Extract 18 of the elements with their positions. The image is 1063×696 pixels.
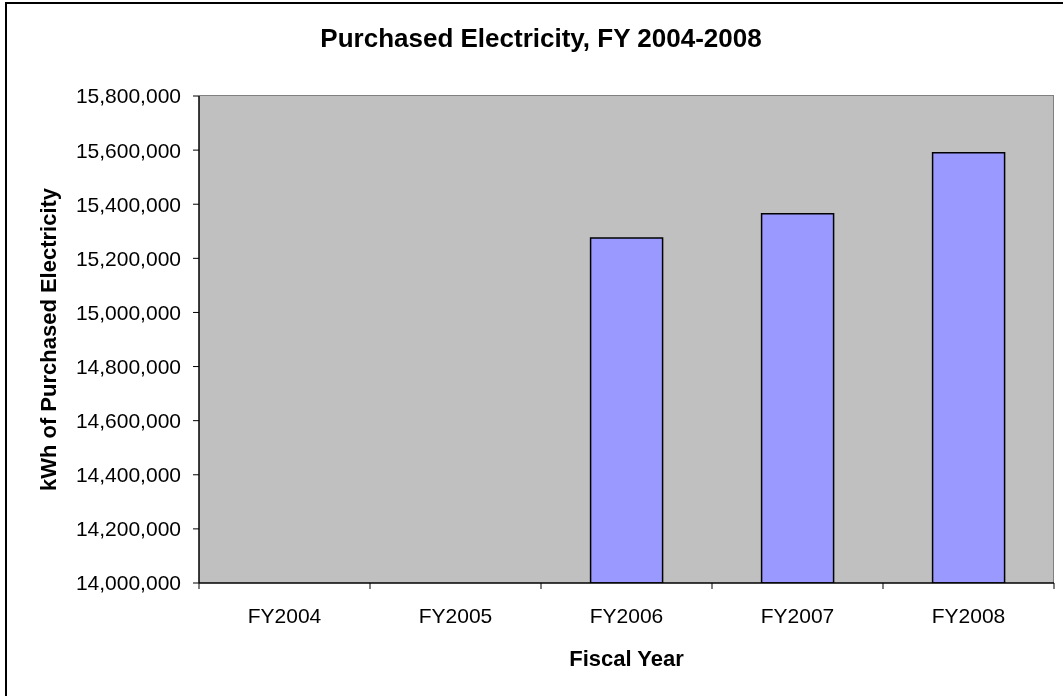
x-tick-label: FY2005 — [418, 603, 493, 627]
y-tick-label: 14,000,000 — [75, 571, 181, 595]
y-tick-label: 14,400,000 — [75, 463, 181, 487]
x-tick-label: FY2004 — [247, 603, 322, 627]
x-tick-label: FY2008 — [931, 603, 1006, 627]
y-tick-label: 14,600,000 — [75, 409, 181, 433]
chart-title: Purchased Electricity, FY 2004-2008 — [319, 23, 763, 53]
x-axis-title: Fiscal Year — [569, 645, 685, 671]
y-tick-label: 15,600,000 — [75, 138, 181, 162]
y-tick-label: 15,800,000 — [75, 84, 181, 108]
y-tick-label: 14,200,000 — [75, 517, 181, 541]
y-axis-title: kWh of Purchased Electricity — [35, 187, 61, 492]
y-tick-label: 15,200,000 — [75, 246, 181, 270]
y-tick-label: 15,400,000 — [75, 192, 181, 216]
x-tick-label: FY2006 — [589, 603, 664, 627]
y-tick-label: 15,000,000 — [75, 300, 181, 324]
y-tick-label: 14,800,000 — [75, 355, 181, 379]
x-tick-label: FY2007 — [760, 603, 835, 627]
